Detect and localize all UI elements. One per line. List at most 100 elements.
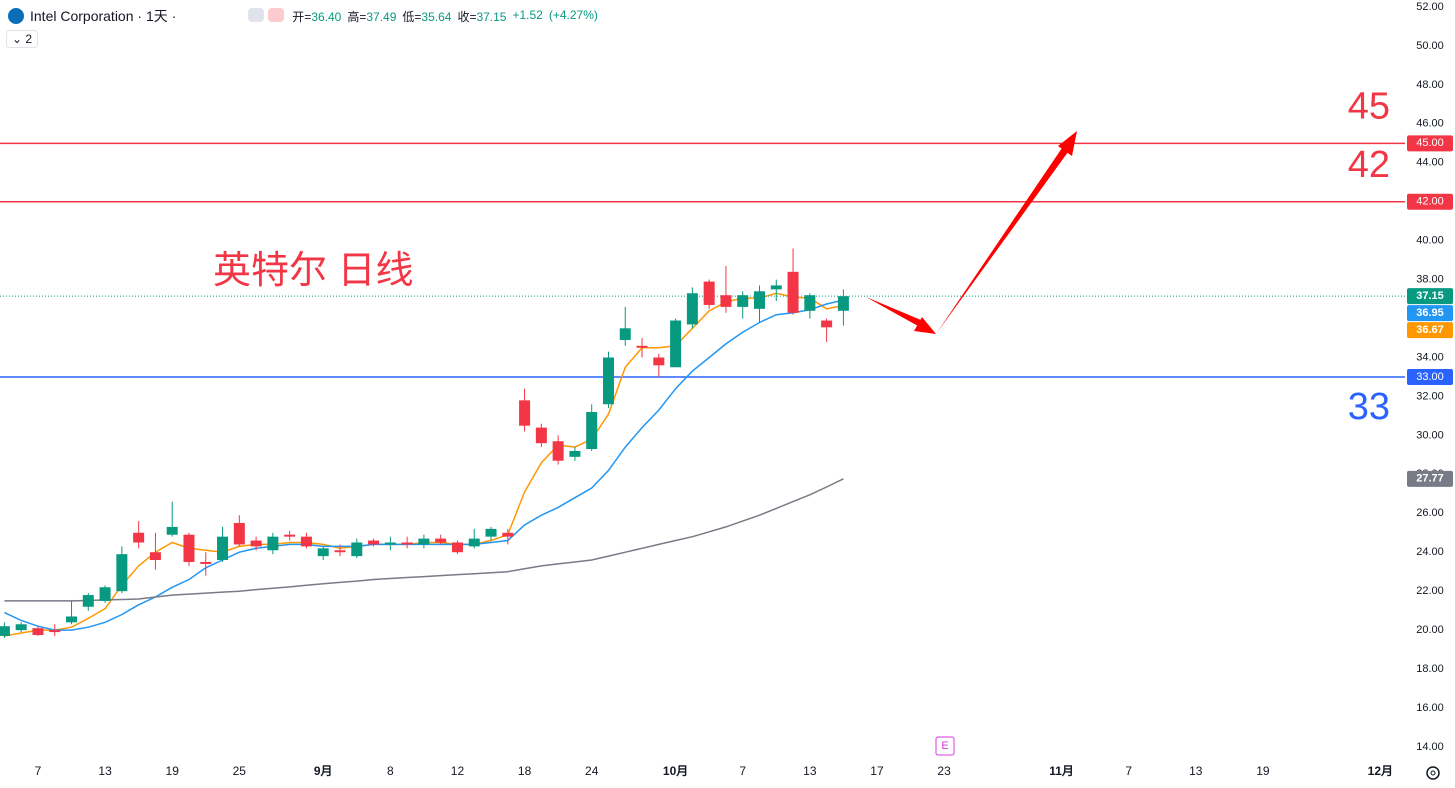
ohlc-item: 高=37.49 [347, 8, 396, 25]
candle-body [804, 295, 816, 311]
candle-body [200, 561, 212, 564]
y-tick-label: 52.00 [1416, 1, 1444, 13]
moving-average-line [4, 299, 844, 631]
forecast-arrows [866, 131, 1077, 334]
candle-body [368, 540, 380, 545]
candle-body [619, 328, 631, 340]
ohlc-label: 低= [402, 9, 422, 24]
moving-average-line [4, 478, 844, 602]
x-tick-label: 12 [451, 764, 465, 778]
candle-body [334, 550, 346, 553]
plot [0, 142, 1405, 638]
x-tick-label: 23 [937, 764, 951, 778]
candle-body [653, 357, 665, 366]
price-badge-label: 37.15 [1416, 290, 1444, 302]
level-note: 33 [1348, 386, 1390, 428]
arrow-head [914, 317, 936, 334]
symbol-name[interactable]: Intel Corporation · 1天 · [30, 8, 177, 24]
ohlc-label: 收= [457, 9, 477, 24]
candle-body [418, 538, 430, 545]
y-tick-label: 20.00 [1416, 624, 1444, 636]
candle-body [502, 532, 514, 537]
y-tick-label: 32.00 [1416, 390, 1444, 402]
toggle-buttons[interactable] [244, 7, 285, 25]
ohlc-value: 35.64 [421, 9, 452, 24]
candle-body [519, 400, 531, 426]
x-tick-label: 18 [518, 764, 532, 778]
ohlc-label: 开= [292, 9, 312, 24]
x-tick-label: 13 [803, 764, 817, 778]
x-tick-label: 25 [233, 764, 247, 778]
ohlc-item: 低=35.64 [402, 8, 451, 25]
x-tick-label: 10月 [663, 764, 688, 778]
candle-body [15, 624, 27, 631]
y-tick-label: 48.00 [1416, 79, 1444, 91]
price-badge-label: 36.95 [1416, 307, 1444, 319]
candle-body [267, 536, 279, 551]
y-tick-label: 24.00 [1416, 546, 1444, 558]
settings-icon[interactable] [1426, 766, 1440, 780]
ohlc-item: 收=37.15 [457, 8, 506, 25]
candle-body [217, 536, 229, 561]
x-tick-label: 11月 [1049, 764, 1074, 778]
symbol-logo [8, 8, 24, 24]
candle-body [133, 532, 145, 543]
candle-body [451, 542, 463, 553]
candle-body [99, 587, 111, 601]
ohlc-item: 开=36.40 [292, 8, 341, 25]
ohlc-values: 开=36.40 高=37.49 低=35.64 收=37.15 +1.52 (+4.27%… [292, 8, 598, 25]
moving-average-line [4, 292, 844, 637]
candle-body [737, 295, 749, 307]
price-badge [1407, 305, 1453, 322]
x-tick-label: 19 [166, 764, 180, 778]
change-pct: (+4.27%) [548, 7, 598, 22]
candle-body [116, 554, 128, 592]
candle-body [636, 345, 648, 348]
arrow-shaft [936, 148, 1068, 334]
candle-body [770, 285, 782, 290]
legend-header: Intel Corporation · 1天 · 开=36.40 高=37.49 低… [8, 6, 598, 26]
chart-annotation: 英特尔 日线 [213, 250, 414, 292]
candle-body [686, 293, 698, 325]
y-tick-label: 34.00 [1416, 351, 1444, 363]
y-tick-label: 18.00 [1416, 663, 1444, 675]
candle-body [787, 271, 799, 313]
gear-center[interactable] [1430, 770, 1436, 776]
candle-body [49, 630, 61, 633]
compare-button[interactable] [268, 7, 285, 22]
candle-body [435, 538, 447, 543]
earnings-label: E [941, 740, 948, 752]
x-tick-label: 7 [1125, 764, 1132, 778]
x-tick-label: 7 [739, 764, 746, 778]
candle-body [233, 523, 245, 545]
arrow-shaft [866, 297, 921, 326]
x-tick-label: 19 [1256, 764, 1270, 778]
candle-body [602, 357, 614, 405]
ohlc-value: 37.15 [476, 9, 507, 24]
candle-body [32, 628, 44, 635]
candle-body [670, 320, 682, 368]
y-tick-label: 16.00 [1416, 702, 1444, 714]
indicator-count: 2 [25, 32, 33, 46]
candle-body [351, 542, 363, 557]
candle-body [485, 528, 497, 537]
hide-button[interactable] [248, 7, 265, 22]
candle-body [468, 538, 480, 547]
candle-body [183, 534, 195, 562]
candle-body [384, 542, 396, 545]
candle-body [821, 320, 833, 328]
level-note: 45 [1348, 85, 1390, 127]
price-badge [1407, 288, 1453, 305]
level-badge [1407, 193, 1453, 210]
x-tick-label: 9月 [314, 764, 333, 778]
level-badge-label: 42.00 [1416, 196, 1444, 208]
candle-body [300, 536, 312, 547]
indicator-toggle[interactable]: ⌄ 2 [6, 30, 39, 48]
gear[interactable] [1426, 766, 1440, 780]
y-tick-label: 50.00 [1416, 40, 1444, 52]
level-note: 42 [1348, 144, 1390, 186]
candle-body [569, 450, 581, 457]
earnings-marker[interactable] [935, 736, 955, 756]
level-badge-label: 45.00 [1416, 137, 1444, 149]
